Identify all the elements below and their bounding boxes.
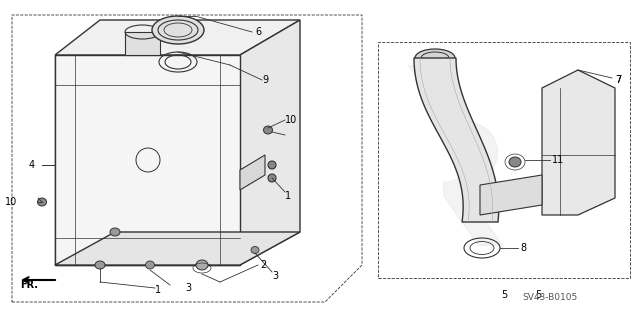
Text: 1: 1	[285, 191, 291, 201]
Text: 5: 5	[535, 290, 541, 300]
Polygon shape	[542, 70, 615, 215]
Ellipse shape	[196, 260, 208, 270]
Text: 2: 2	[260, 260, 266, 270]
Text: 5: 5	[501, 290, 507, 300]
Ellipse shape	[152, 16, 204, 44]
Text: 9: 9	[262, 75, 268, 85]
Text: 10: 10	[5, 197, 17, 207]
Text: 7: 7	[615, 75, 621, 85]
Text: 7: 7	[615, 75, 621, 85]
Ellipse shape	[251, 246, 259, 253]
Text: 8: 8	[520, 243, 526, 253]
Polygon shape	[414, 58, 499, 222]
Ellipse shape	[268, 174, 276, 182]
Polygon shape	[240, 155, 265, 190]
Ellipse shape	[145, 261, 154, 269]
Text: 3: 3	[272, 271, 278, 281]
Polygon shape	[480, 175, 542, 215]
Text: 10: 10	[285, 115, 297, 125]
Text: 1: 1	[155, 285, 161, 295]
Text: 3: 3	[185, 283, 191, 293]
Ellipse shape	[95, 261, 105, 269]
Polygon shape	[55, 232, 300, 265]
Polygon shape	[55, 20, 300, 55]
Ellipse shape	[263, 126, 272, 134]
Text: 11: 11	[552, 155, 564, 165]
Polygon shape	[55, 55, 240, 265]
Polygon shape	[125, 32, 160, 55]
Ellipse shape	[415, 49, 455, 67]
Ellipse shape	[268, 161, 276, 169]
Polygon shape	[240, 20, 300, 265]
Ellipse shape	[509, 157, 521, 167]
Text: SV43-B0105: SV43-B0105	[523, 293, 577, 302]
Ellipse shape	[110, 228, 120, 236]
Ellipse shape	[38, 198, 47, 206]
Text: 4: 4	[29, 160, 35, 170]
Text: 6: 6	[255, 27, 261, 37]
Text: FR.: FR.	[20, 280, 38, 290]
Bar	[55, 55, 240, 265]
